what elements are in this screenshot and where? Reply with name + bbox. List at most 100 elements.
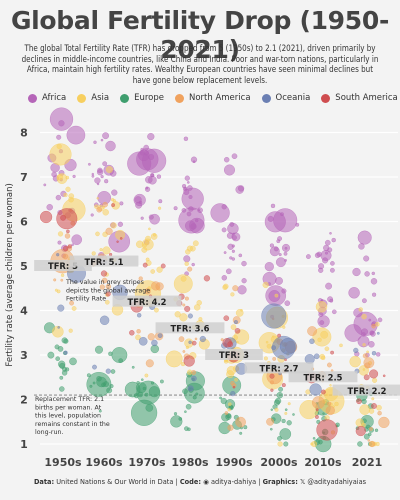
point-af <box>318 263 325 270</box>
tfr-label-stripe <box>332 384 400 396</box>
tfr-label: TFR: 3.6 <box>155 322 225 334</box>
point-as <box>372 377 378 383</box>
point-na <box>230 381 235 386</box>
point-as <box>339 343 343 348</box>
point-as <box>180 275 187 282</box>
point-af <box>91 174 95 178</box>
point-af <box>364 271 370 277</box>
point-af <box>119 201 124 206</box>
point-as <box>349 355 361 368</box>
point-as <box>71 306 77 311</box>
point-af <box>357 230 372 245</box>
point-as <box>110 222 117 229</box>
point-as <box>150 269 155 274</box>
point-oc <box>56 253 60 257</box>
point-as <box>153 307 159 313</box>
point-af <box>49 107 74 131</box>
point-na <box>235 416 246 428</box>
tfr-label-text: TFR: 5.1 <box>85 257 124 267</box>
point-eu <box>239 431 243 435</box>
point-oc <box>233 320 238 325</box>
point-af <box>181 187 204 210</box>
point-sa <box>232 385 236 389</box>
legend-swatch <box>28 93 37 103</box>
tfr-label-stripe <box>112 295 182 307</box>
point-eu <box>173 412 178 416</box>
point-as <box>240 308 243 312</box>
point-na <box>105 227 113 235</box>
point-as <box>56 174 64 181</box>
point-eu <box>131 399 158 426</box>
point-na <box>377 411 382 416</box>
point-af <box>90 213 94 217</box>
point-af <box>147 133 155 141</box>
point-as <box>148 227 151 231</box>
point-af <box>267 215 274 222</box>
x-tick-label: 2021 <box>352 456 383 469</box>
point-af <box>183 255 191 263</box>
point-as <box>319 353 326 360</box>
point-sa <box>160 263 166 269</box>
point-as <box>56 289 61 294</box>
caption-graphics-text: @adityadahiyaias <box>307 478 367 486</box>
point-eu <box>94 345 103 354</box>
point-af <box>357 335 370 348</box>
point-eu <box>182 388 188 395</box>
point-af <box>66 125 86 145</box>
point-af <box>182 184 187 189</box>
point-as <box>96 197 99 200</box>
y-tick-label: 6 <box>20 216 28 229</box>
point-af <box>94 177 101 184</box>
point-as <box>65 186 71 192</box>
point-na <box>64 233 71 239</box>
point-na <box>182 350 186 353</box>
point-as <box>266 343 272 349</box>
point-as <box>95 231 100 237</box>
point-as <box>105 166 113 174</box>
point-af <box>181 207 187 213</box>
chart-subtitle: The global Total Fertility Rate (TFR) ha… <box>21 44 379 86</box>
tfr-label-stripe <box>155 322 225 334</box>
point-na <box>147 333 155 341</box>
point-af <box>223 164 235 176</box>
point-na <box>367 439 371 442</box>
point-sa <box>223 315 230 322</box>
point-af <box>71 243 74 247</box>
point-af <box>100 175 104 179</box>
point-sa <box>277 333 281 338</box>
point-na <box>191 370 197 376</box>
point-as <box>115 229 126 240</box>
point-oc <box>199 335 206 343</box>
point-af <box>149 213 160 225</box>
point-af <box>331 309 337 315</box>
point-af <box>241 260 247 267</box>
point-af <box>221 275 228 281</box>
point-eu <box>367 432 372 437</box>
legend-item-south-america: South America <box>321 92 398 104</box>
point-af <box>143 144 149 151</box>
point-af <box>56 134 62 140</box>
annotation-replacement: Replacement TFR: 2.1 births per woman. At… <box>35 396 110 436</box>
point-sa <box>315 408 319 412</box>
point-eu <box>98 409 102 413</box>
point-as <box>317 337 322 342</box>
point-eu <box>278 386 283 392</box>
point-as <box>277 441 283 447</box>
point-af <box>91 172 95 176</box>
point-af <box>370 278 378 285</box>
point-na <box>136 329 141 334</box>
point-oc <box>187 313 193 319</box>
point-oc <box>151 339 158 347</box>
point-na <box>272 356 277 361</box>
point-as <box>305 389 311 395</box>
point-as <box>179 313 188 322</box>
point-na <box>325 405 335 416</box>
point-na <box>101 277 108 284</box>
point-as <box>57 231 64 237</box>
point-na <box>69 300 75 306</box>
chart-plot: 1 2 3 4 5 6 7 8 Fertility rate (average children… <box>5 107 400 469</box>
point-oc <box>188 340 192 344</box>
point-na <box>364 362 371 369</box>
point-af <box>58 120 65 127</box>
point-oc <box>105 368 111 374</box>
